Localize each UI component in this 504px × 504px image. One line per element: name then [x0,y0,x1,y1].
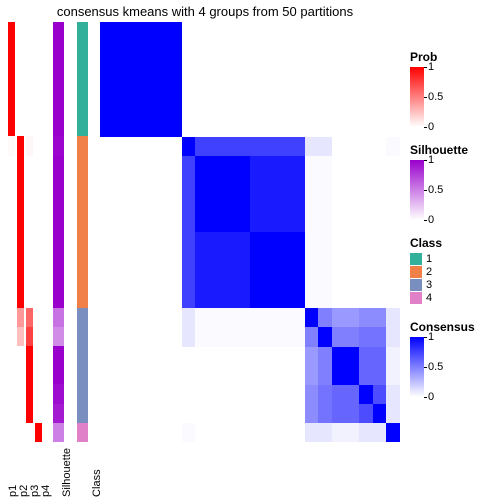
legend-consensus: Consensus10.50 [410,320,498,397]
chart-title: consensus kmeans with 4 groups from 50 p… [0,4,410,19]
x-label-p1: p1 [8,448,17,497]
legend-class: Class1234 [410,236,498,304]
x-label-p3: p3 [30,448,39,497]
x-label-p2: p2 [19,448,28,497]
x-label-class: Class [92,448,106,497]
consensus-heatmap [100,22,400,442]
anno-col-p1 [8,22,15,442]
anno-col-p2 [17,22,24,442]
annotation-x-labels: p1p2p3p4 Silhouette Class [8,448,106,497]
anno-col-silhouette [53,22,64,442]
x-label-silhouette: Silhouette [62,448,76,497]
anno-col-p3 [26,22,33,442]
x-label-p4: p4 [41,448,50,497]
legend-silhouette: Silhouette10.50 [410,143,498,220]
anno-col-class [77,22,88,442]
annotation-tracks [8,22,88,442]
anno-col-p4 [35,22,42,442]
legends-panel: Prob10.50 Silhouette10.50 Class1234 Consens… [410,50,498,413]
legend-prob: Prob10.50 [410,50,498,127]
